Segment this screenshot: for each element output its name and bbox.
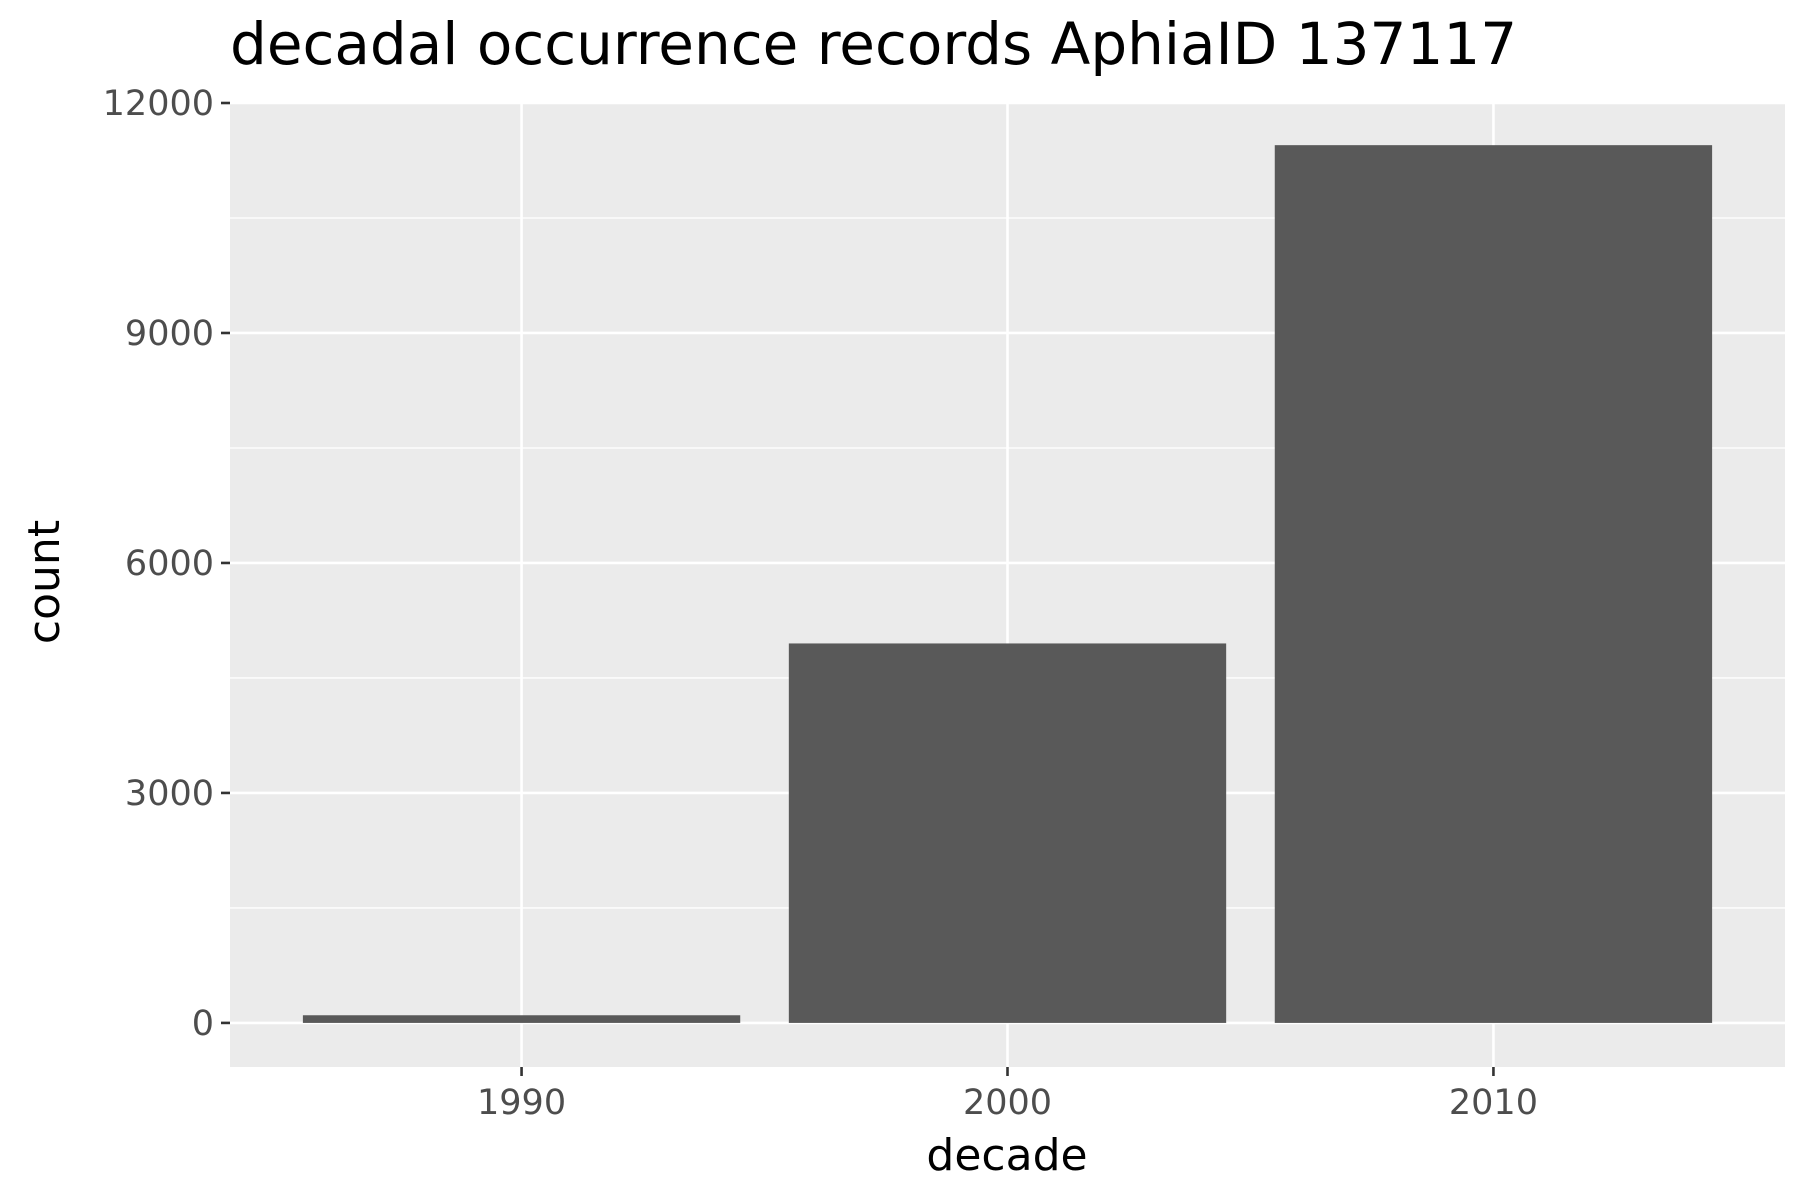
bar-2000 [788,643,1227,1023]
x-tick-label: 2010 [1449,1083,1538,1123]
x-axis: 1990 2000 2010 [477,1067,1538,1123]
y-tick-label: 9000 [125,314,214,354]
y-axis: 0 3000 6000 9000 12000 [103,84,230,1044]
y-axis-title: count [19,520,70,644]
x-tick-label: 2000 [963,1083,1052,1123]
y-tick-label: 6000 [125,544,214,584]
y-tick-label: 3000 [125,774,214,814]
bars [302,145,1713,1023]
chart-title: decadal occurrence records AphiaID 13711… [230,10,1517,78]
x-axis-title: decade [926,1130,1087,1181]
x-tick-label: 1990 [477,1083,566,1123]
bar-2010 [1274,145,1713,1023]
y-tick-label: 0 [192,1004,214,1044]
y-tick-label: 12000 [103,84,214,124]
bar-1990 [302,1015,741,1023]
